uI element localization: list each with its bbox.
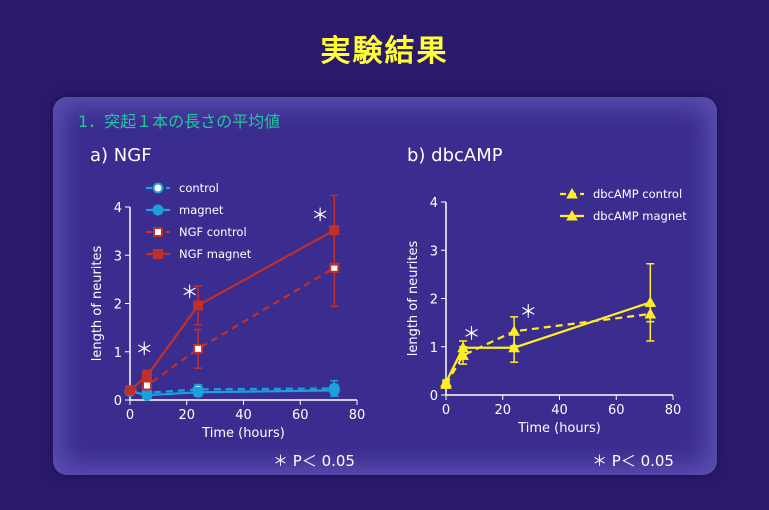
y-tick-label: 3 bbox=[114, 249, 122, 264]
x-tick-label: 20 bbox=[494, 403, 511, 418]
y-tick-label: 0 bbox=[114, 394, 122, 409]
y-tick-label: 1 bbox=[430, 341, 438, 356]
legend-entry: NGF control bbox=[179, 225, 247, 239]
x-axis-label: Time (hours) bbox=[201, 426, 285, 441]
series-line-1 bbox=[129, 387, 335, 394]
p-value-note-b: ＊ P＜ 0.05 bbox=[592, 452, 674, 470]
x-tick-label: 60 bbox=[292, 408, 309, 423]
significance-mark: ＊ bbox=[311, 205, 329, 226]
data-point bbox=[142, 370, 153, 381]
data-point bbox=[508, 341, 520, 353]
legend-marker bbox=[566, 209, 578, 221]
data-point bbox=[644, 296, 657, 307]
x-tick-label: 0 bbox=[126, 408, 134, 423]
legend-entry: dbcAMP magnet bbox=[593, 209, 687, 223]
data-point bbox=[329, 225, 340, 236]
y-tick-label: 1 bbox=[114, 346, 122, 361]
x-tick-label: 40 bbox=[551, 403, 568, 418]
legend-entry: NGF magnet bbox=[179, 247, 252, 261]
series-line-2 bbox=[129, 389, 335, 397]
section-heading: 1．突起１本の長さの平均値 bbox=[78, 112, 281, 131]
y-tick-label: 3 bbox=[430, 244, 438, 259]
data-point bbox=[193, 343, 204, 354]
x-tick-label: 80 bbox=[349, 408, 366, 423]
data-point bbox=[192, 386, 204, 398]
y-tick-label: 2 bbox=[430, 293, 438, 308]
series-line-2 bbox=[445, 301, 651, 383]
series-line-3 bbox=[129, 266, 335, 392]
legend-marker bbox=[152, 204, 164, 216]
content-panel bbox=[53, 97, 717, 475]
y-tick-label: 0 bbox=[430, 389, 438, 404]
x-tick-label: 0 bbox=[442, 403, 450, 418]
data-point bbox=[141, 389, 153, 401]
y-tick-label: 2 bbox=[114, 298, 122, 313]
x-tick-label: 20 bbox=[178, 408, 195, 423]
data-point bbox=[440, 376, 452, 387]
x-tick-label: 60 bbox=[608, 403, 625, 418]
legend-entry: magnet bbox=[179, 203, 224, 217]
data-point bbox=[125, 385, 135, 396]
x-tick-label: 80 bbox=[665, 403, 682, 418]
data-point bbox=[457, 341, 469, 353]
p-value-note-a: ＊ P＜ 0.05 bbox=[273, 452, 355, 470]
legend-marker bbox=[152, 182, 164, 194]
legend-marker bbox=[153, 227, 163, 237]
series-line-1 bbox=[445, 312, 651, 385]
x-tick-label: 40 bbox=[235, 408, 252, 423]
significance-mark: ＊ bbox=[519, 302, 537, 323]
legend-entry: control bbox=[179, 181, 219, 195]
data-point bbox=[193, 300, 204, 311]
panel-a-label: a) NGF bbox=[90, 145, 152, 166]
legend-entry: dbcAMP control bbox=[593, 187, 682, 201]
slide-title: 実験結果 bbox=[320, 34, 449, 69]
series-line-4 bbox=[129, 229, 335, 392]
legend-marker bbox=[153, 249, 163, 259]
y-axis-label: length of neurites bbox=[90, 246, 105, 362]
significance-mark: ＊ bbox=[181, 283, 199, 304]
x-axis-label: Time (hours) bbox=[517, 421, 601, 436]
y-tick-label: 4 bbox=[114, 201, 122, 216]
data-point bbox=[328, 384, 340, 396]
panel-b-label: b) dbcAMP bbox=[407, 145, 503, 166]
y-tick-label: 4 bbox=[430, 196, 438, 211]
legend-marker bbox=[566, 187, 578, 199]
significance-mark: ＊ bbox=[463, 324, 481, 345]
y-axis-label: length of neurites bbox=[406, 241, 421, 357]
significance-mark: ＊ bbox=[135, 340, 153, 361]
